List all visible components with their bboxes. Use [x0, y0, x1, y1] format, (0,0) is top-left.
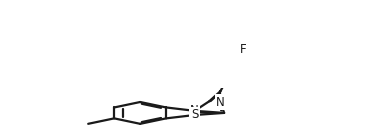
Text: N: N	[216, 96, 225, 109]
Text: N: N	[190, 104, 199, 117]
Text: F: F	[240, 43, 246, 56]
Text: S: S	[191, 108, 199, 121]
